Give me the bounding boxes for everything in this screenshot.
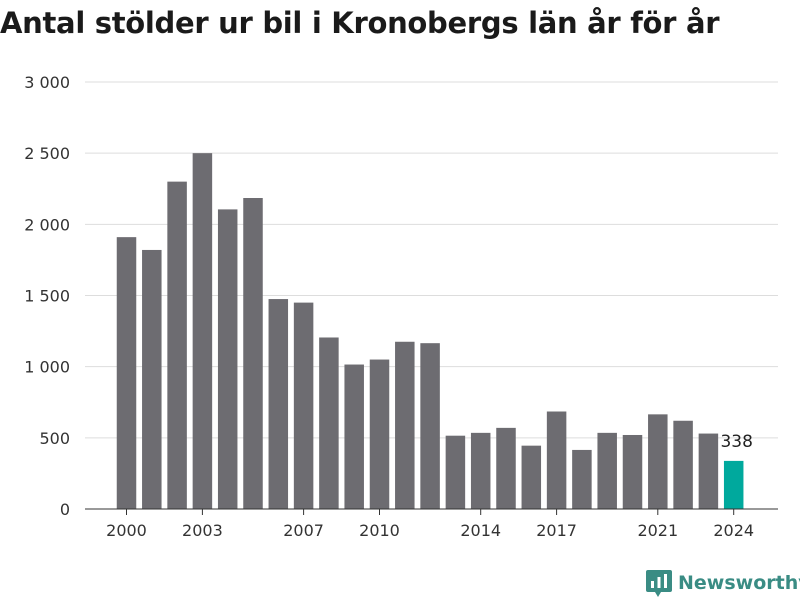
brand-logo: Newsworthy [645,568,800,598]
bar [723,460,744,509]
data-label: 338 [720,432,752,452]
y-tick-label: 3 000 [24,73,70,92]
y-axis-ticks: 0 500 1 000 1 500 2 000 2 500 3 000 [24,73,70,519]
bar [470,432,491,509]
bar-series [116,153,744,510]
x-tick-label: 2024 [713,521,754,540]
y-tick-label: 1 000 [24,358,70,377]
bar [344,364,364,509]
bar [445,435,466,509]
bar [192,153,213,509]
bar [698,433,719,509]
x-tick-label: 2010 [359,521,400,540]
bar [142,249,162,509]
bar [395,341,415,509]
x-tick-label: 2003 [182,521,223,540]
y-tick-label: 2 500 [24,144,70,163]
y-tick-label: 500 [39,429,70,448]
newsworthy-logo-icon [646,570,672,597]
bar [496,427,516,509]
bar [293,302,314,509]
bar [319,337,339,509]
bar [673,420,693,509]
x-tick-label: 2017 [536,521,577,540]
x-tick-label: 2000 [106,521,147,540]
y-tick-label: 1 500 [24,287,70,306]
bar [648,414,668,509]
bar [268,299,289,509]
bar [597,432,617,509]
bar [521,445,542,509]
bar [167,181,187,509]
y-tick-label: 0 [60,500,70,519]
brand-name: Newsworthy [678,572,800,594]
bar [572,449,592,509]
x-tick-label: 2007 [283,521,324,540]
bar [546,411,567,509]
bar [217,209,238,509]
bar [243,198,263,510]
x-tick-label: 2014 [460,521,501,540]
bar [622,434,643,509]
bar [420,343,440,509]
chart-title: Antal stölder ur bil i Kronobergs län år… [0,6,720,40]
x-axis: 2000 2003 2007 2010 2014 2017 2021 2024 [85,508,778,540]
x-tick-label: 2021 [637,521,678,540]
data-labels: 338 [720,432,752,452]
bar [116,237,137,510]
bar [369,359,390,509]
y-tick-label: 2 000 [24,215,70,234]
